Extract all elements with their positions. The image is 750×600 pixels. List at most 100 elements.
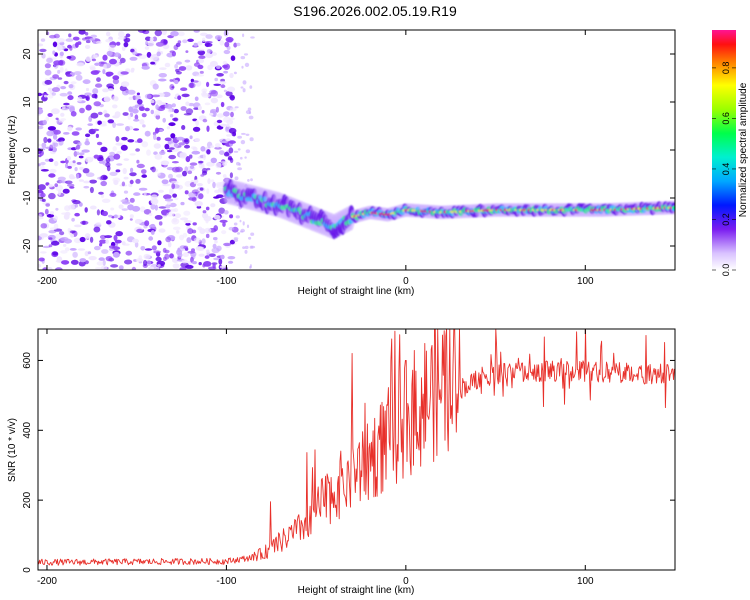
- noise-speckle: [180, 217, 189, 221]
- spectrogram-y-ticks: -20 -10 0 10 20: [22, 48, 675, 253]
- noise-speckle: [109, 58, 117, 65]
- noise-speckle: [114, 52, 121, 58]
- noise-speckle: [244, 62, 250, 67]
- noise-speckle: [77, 248, 86, 251]
- noise-speckle: [148, 236, 154, 241]
- noise-speckle: [57, 69, 61, 74]
- noise-speckle: [200, 174, 205, 177]
- noise-speckle: [116, 41, 121, 46]
- noise-speckle: [221, 230, 227, 235]
- noise-speckle: [227, 38, 233, 43]
- noise-speckle: [159, 129, 163, 132]
- noise-speckle: [41, 142, 47, 148]
- noise-speckle: [59, 231, 65, 236]
- noise-speckle: [172, 217, 178, 223]
- noise-speckle: [105, 161, 111, 168]
- noise-speckle: [40, 251, 47, 254]
- noise-speckle: [78, 260, 86, 267]
- noise-speckle: [150, 61, 156, 65]
- noise-speckle: [164, 198, 174, 202]
- noise-speckle: [223, 151, 230, 157]
- noise-speckle: [144, 248, 153, 251]
- noise-speckle: [136, 228, 143, 233]
- noise-speckle: [229, 72, 234, 79]
- noise-speckle: [183, 210, 191, 216]
- noise-speckle: [201, 88, 208, 93]
- noise-speckle: [58, 189, 61, 196]
- noise-speckle: [55, 233, 62, 240]
- noise-speckle: [185, 50, 189, 53]
- noise-speckle: [123, 158, 130, 161]
- noise-speckle: [222, 64, 228, 69]
- noise-speckle: [213, 196, 220, 199]
- noise-speckle: [154, 110, 161, 116]
- noise-speckle: [57, 77, 63, 80]
- noise-speckle: [101, 198, 111, 203]
- noise-speckle: [146, 51, 152, 58]
- noise-speckle: [93, 154, 100, 159]
- y-tick-label: 0: [22, 147, 33, 153]
- noise-speckle: [87, 251, 92, 255]
- noise-speckle: [102, 54, 108, 61]
- noise-speckle: [92, 40, 96, 44]
- noise-speckle: [85, 104, 92, 111]
- noise-speckle: [88, 115, 93, 122]
- noise-speckle: [39, 233, 48, 238]
- noise-speckle: [64, 247, 70, 252]
- noise-speckle: [125, 33, 131, 38]
- noise-speckle: [215, 162, 222, 169]
- x-tick-label: -200: [37, 576, 57, 587]
- noise-speckle: [244, 249, 248, 254]
- noise-speckle: [213, 237, 218, 241]
- noise-speckle: [52, 50, 56, 55]
- x-tick-label: 0: [403, 576, 409, 587]
- noise-speckle: [47, 113, 53, 117]
- noise-speckle: [115, 136, 120, 142]
- noise-speckle: [159, 150, 166, 155]
- noise-speckle: [75, 144, 81, 150]
- noise-speckle: [212, 181, 216, 189]
- noise-speckle: [239, 230, 244, 233]
- noise-speckle: [135, 178, 141, 184]
- noise-speckle: [166, 149, 173, 153]
- noise-speckle: [52, 41, 58, 48]
- noise-speckle: [171, 103, 176, 108]
- noise-speckle: [166, 126, 171, 130]
- noise-speckle: [223, 49, 231, 55]
- colorbar-tick-label: 0.6: [721, 112, 731, 125]
- noise-speckle: [69, 230, 76, 234]
- colorbar-ticks: 0.0 0.2 0.4 0.6 0.8: [712, 62, 736, 276]
- noise-speckle: [141, 174, 147, 178]
- noise-speckle: [187, 170, 193, 175]
- noise-speckle: [159, 67, 167, 70]
- noise-speckle: [195, 119, 200, 126]
- noise-speckle: [179, 152, 187, 159]
- noise-speckle: [210, 97, 219, 104]
- noise-speckle: [122, 167, 127, 175]
- noise-speckle: [141, 169, 147, 174]
- noise-speckle: [99, 242, 103, 247]
- noise-speckle: [206, 49, 212, 54]
- noise-speckle: [223, 70, 229, 74]
- noise-speckle: [192, 229, 197, 234]
- noise-speckle: [155, 104, 159, 110]
- noise-speckle: [187, 38, 194, 42]
- noise-speckle: [223, 111, 230, 117]
- noise-speckle: [206, 188, 210, 194]
- noise-speckle: [79, 236, 86, 243]
- noise-speckle: [105, 157, 111, 163]
- noise-speckle: [82, 168, 90, 174]
- noise-speckle: [206, 149, 211, 155]
- noise-speckle: [242, 221, 245, 226]
- noise-speckle: [121, 181, 126, 187]
- noise-speckle: [243, 53, 249, 56]
- noise-speckle: [216, 73, 224, 77]
- noise-speckle: [105, 239, 109, 245]
- noise-speckle: [148, 266, 155, 270]
- noise-speckle: [95, 222, 102, 226]
- noise-speckle: [40, 223, 48, 229]
- noise-speckle: [181, 259, 188, 264]
- noise-speckle: [44, 69, 52, 76]
- noise-speckle: [89, 179, 97, 184]
- noise-speckle: [151, 94, 161, 98]
